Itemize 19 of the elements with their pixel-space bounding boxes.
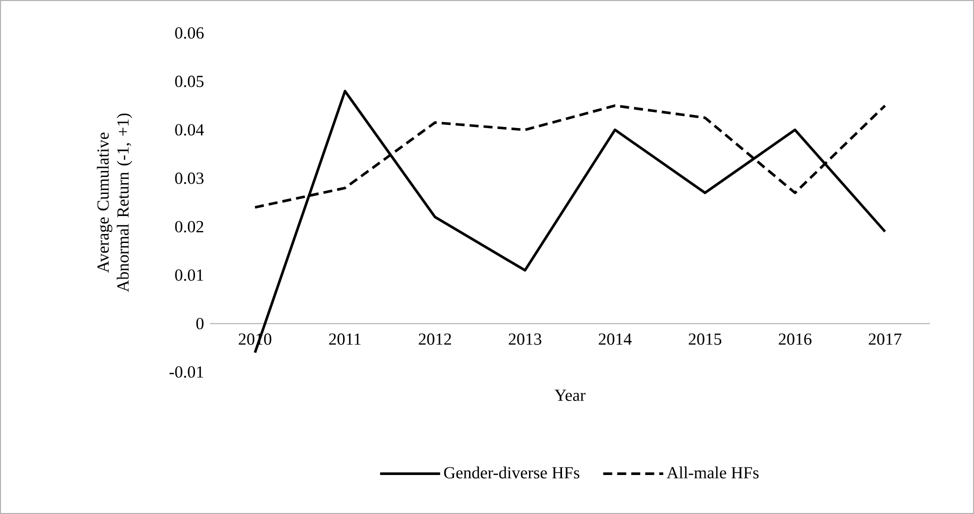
y-tick-label: 0.03	[175, 172, 204, 184]
y-tick-label: 0.02	[175, 220, 204, 232]
legend-label: All-male HFs	[666, 466, 759, 478]
x-axis-title: Year	[554, 390, 586, 401]
x-tick-label: 2017	[868, 333, 902, 345]
y-tick-label: 0.04	[175, 124, 204, 136]
x-tick-label: 2012	[418, 333, 451, 345]
y-axis-title: Average Cumulative Abnormal Return (-1, +1)	[96, 114, 132, 292]
x-tick-label: 2013	[508, 333, 542, 345]
x-tick-label: 2016	[778, 333, 812, 345]
x-tick-label: 2011	[329, 333, 361, 345]
y-tick-label: 0	[196, 318, 204, 330]
y-tick-label: 0.05	[175, 76, 204, 88]
x-tick-label: 2014	[598, 333, 632, 345]
y-tick-label: -0.01	[170, 366, 204, 378]
y-tick-label: 0.06	[175, 27, 204, 39]
y-tick-label: 0.01	[175, 269, 204, 281]
legend-label: Gender-diverse HFs	[444, 466, 580, 478]
x-tick-label: 2015	[688, 333, 722, 345]
